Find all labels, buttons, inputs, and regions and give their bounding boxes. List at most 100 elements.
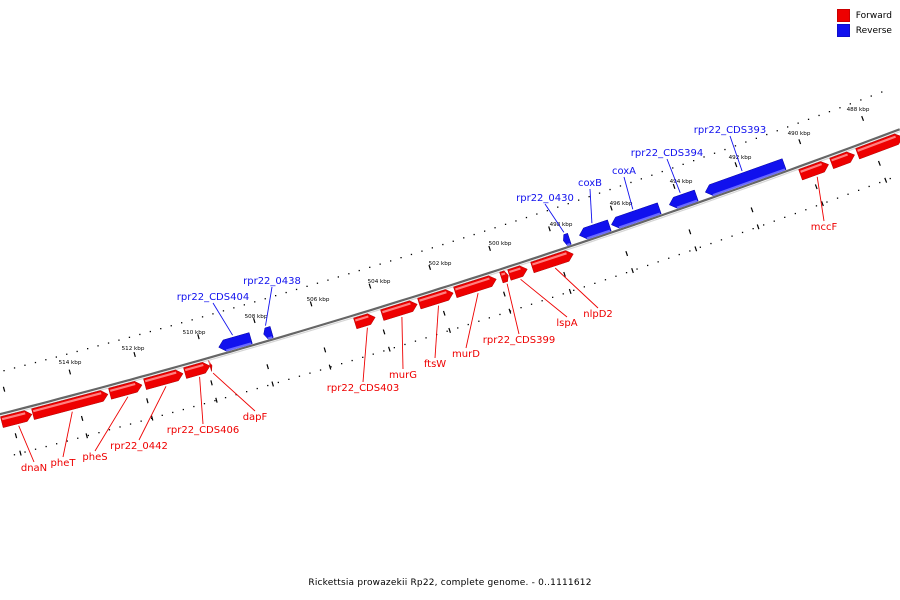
scale-dot: [13, 454, 16, 456]
leader-rpr22_0438: [265, 286, 273, 326]
scale-dot: [636, 268, 638, 270]
scale-tick: [146, 398, 149, 404]
scale-dot: [755, 137, 757, 139]
scale-label: 504 kbp: [368, 279, 391, 285]
gene-arrow-body: [353, 313, 376, 330]
gene-arrow-nlpD2: [530, 250, 574, 274]
scale-label: 490 kbp: [788, 131, 811, 137]
leader-pheT: [62, 411, 73, 458]
leader-dnaN: [18, 425, 35, 463]
scale-dot: [288, 378, 290, 380]
scale-dot: [807, 118, 810, 120]
scale-dot: [222, 310, 225, 312]
leader-rpr22_0430: [544, 203, 565, 233]
scale-label: 500 kbp: [489, 241, 512, 247]
scale-dot: [619, 185, 622, 187]
scale-dot-rows: [3, 91, 891, 456]
gene-arrow-rpr22_CDS406: [183, 362, 211, 379]
gene-arrow-shade: [354, 315, 369, 322]
scale-tick: [14, 433, 18, 439]
scale-dot: [849, 103, 851, 105]
scale-tick: [503, 291, 506, 297]
gene-arrow-shade: [501, 272, 506, 276]
scale-tick: [861, 115, 865, 122]
scale-label: 506 kbp: [307, 297, 330, 303]
scale-dot: [341, 363, 343, 365]
scale-tick: [877, 160, 881, 166]
scale-dot: [24, 364, 26, 366]
scale-tick: [548, 226, 551, 232]
scale-dot: [826, 201, 828, 203]
leader-rpr22_CDS404: [212, 302, 233, 336]
scale-dot: [233, 307, 235, 309]
gene-label-rpr22_CDS406: rpr22_CDS406: [167, 425, 239, 436]
leader-mccF: [816, 176, 825, 222]
scale-dot: [246, 391, 248, 393]
scale-dot: [34, 448, 37, 450]
scale-dot: [3, 370, 5, 372]
gene-arrow-body: [183, 362, 211, 379]
scale-dot: [657, 261, 659, 263]
scale-dot: [306, 285, 308, 287]
scale-dot: [818, 114, 820, 117]
scale-tick: [19, 450, 22, 456]
scale-dot: [390, 260, 392, 262]
scale-dot: [583, 286, 585, 288]
scale-dot: [87, 434, 89, 437]
scale-dot: [536, 213, 538, 215]
gene-arrow-shade: [184, 363, 204, 372]
scale-tick: [68, 369, 72, 375]
scale-dot: [784, 216, 786, 218]
scale-dot: [393, 347, 395, 349]
scale-dot: [149, 330, 151, 333]
gene-arrow-shade: [144, 371, 177, 383]
scale-dot: [847, 193, 849, 195]
scale-dot: [404, 343, 406, 346]
scale-label: 496 kbp: [610, 201, 633, 207]
scale-tick: [563, 271, 566, 277]
scale-dot: [351, 359, 353, 362]
scale-tick: [150, 415, 154, 421]
scale-dot: [731, 235, 733, 237]
scale-dot: [499, 313, 501, 316]
scale-dot: [473, 233, 475, 236]
scale-dot: [889, 177, 891, 180]
scale-tick: [271, 381, 274, 387]
scale-dot: [661, 170, 663, 173]
scale-tick: [694, 246, 698, 252]
scale-dot: [372, 353, 374, 355]
scale-dot: [212, 313, 214, 315]
scale-dot: [868, 185, 870, 188]
gene-label-rpr22_CDS404: rpr22_CDS404: [177, 292, 249, 303]
gene-arrow-shade: [800, 163, 822, 173]
scale-dot: [678, 253, 680, 256]
leader-coxA: [623, 176, 634, 210]
scale-dot: [682, 163, 684, 165]
scale-dot: [776, 130, 778, 132]
leader-rpr22_0442: [138, 386, 167, 441]
leader-rpr22_CDS403: [362, 327, 368, 383]
leader-coxB: [589, 188, 593, 224]
scale-dot: [588, 196, 590, 198]
scale-tick: [672, 183, 676, 189]
scale-tick: [323, 347, 327, 353]
scale-dot: [13, 367, 16, 369]
scale-dot: [672, 167, 674, 169]
gene-arrow-body: [143, 369, 184, 390]
gene-label-murD: murD: [452, 349, 480, 360]
scale-dot: [410, 253, 413, 256]
scale-dot: [56, 443, 58, 445]
gene-arrow-rpr22_0438: [263, 326, 274, 340]
scale-dot: [337, 276, 339, 278]
gene-arrow-rpr22_CDS399: [499, 270, 509, 284]
gene-label-mccF: mccF: [811, 222, 838, 233]
gene-arrow-rpr22_0430: [563, 232, 572, 247]
gene-label-rpr22_0430: rpr22_0430: [516, 193, 574, 204]
scale-dot: [625, 272, 628, 274]
gene-arrow-pheT: [31, 390, 109, 420]
gene-arrow-shade: [32, 392, 102, 413]
gene-label-rpr22_0438: rpr22_0438: [243, 276, 301, 287]
forward-swatch: [836, 9, 850, 22]
legend-label-forward: Forward: [855, 10, 892, 21]
